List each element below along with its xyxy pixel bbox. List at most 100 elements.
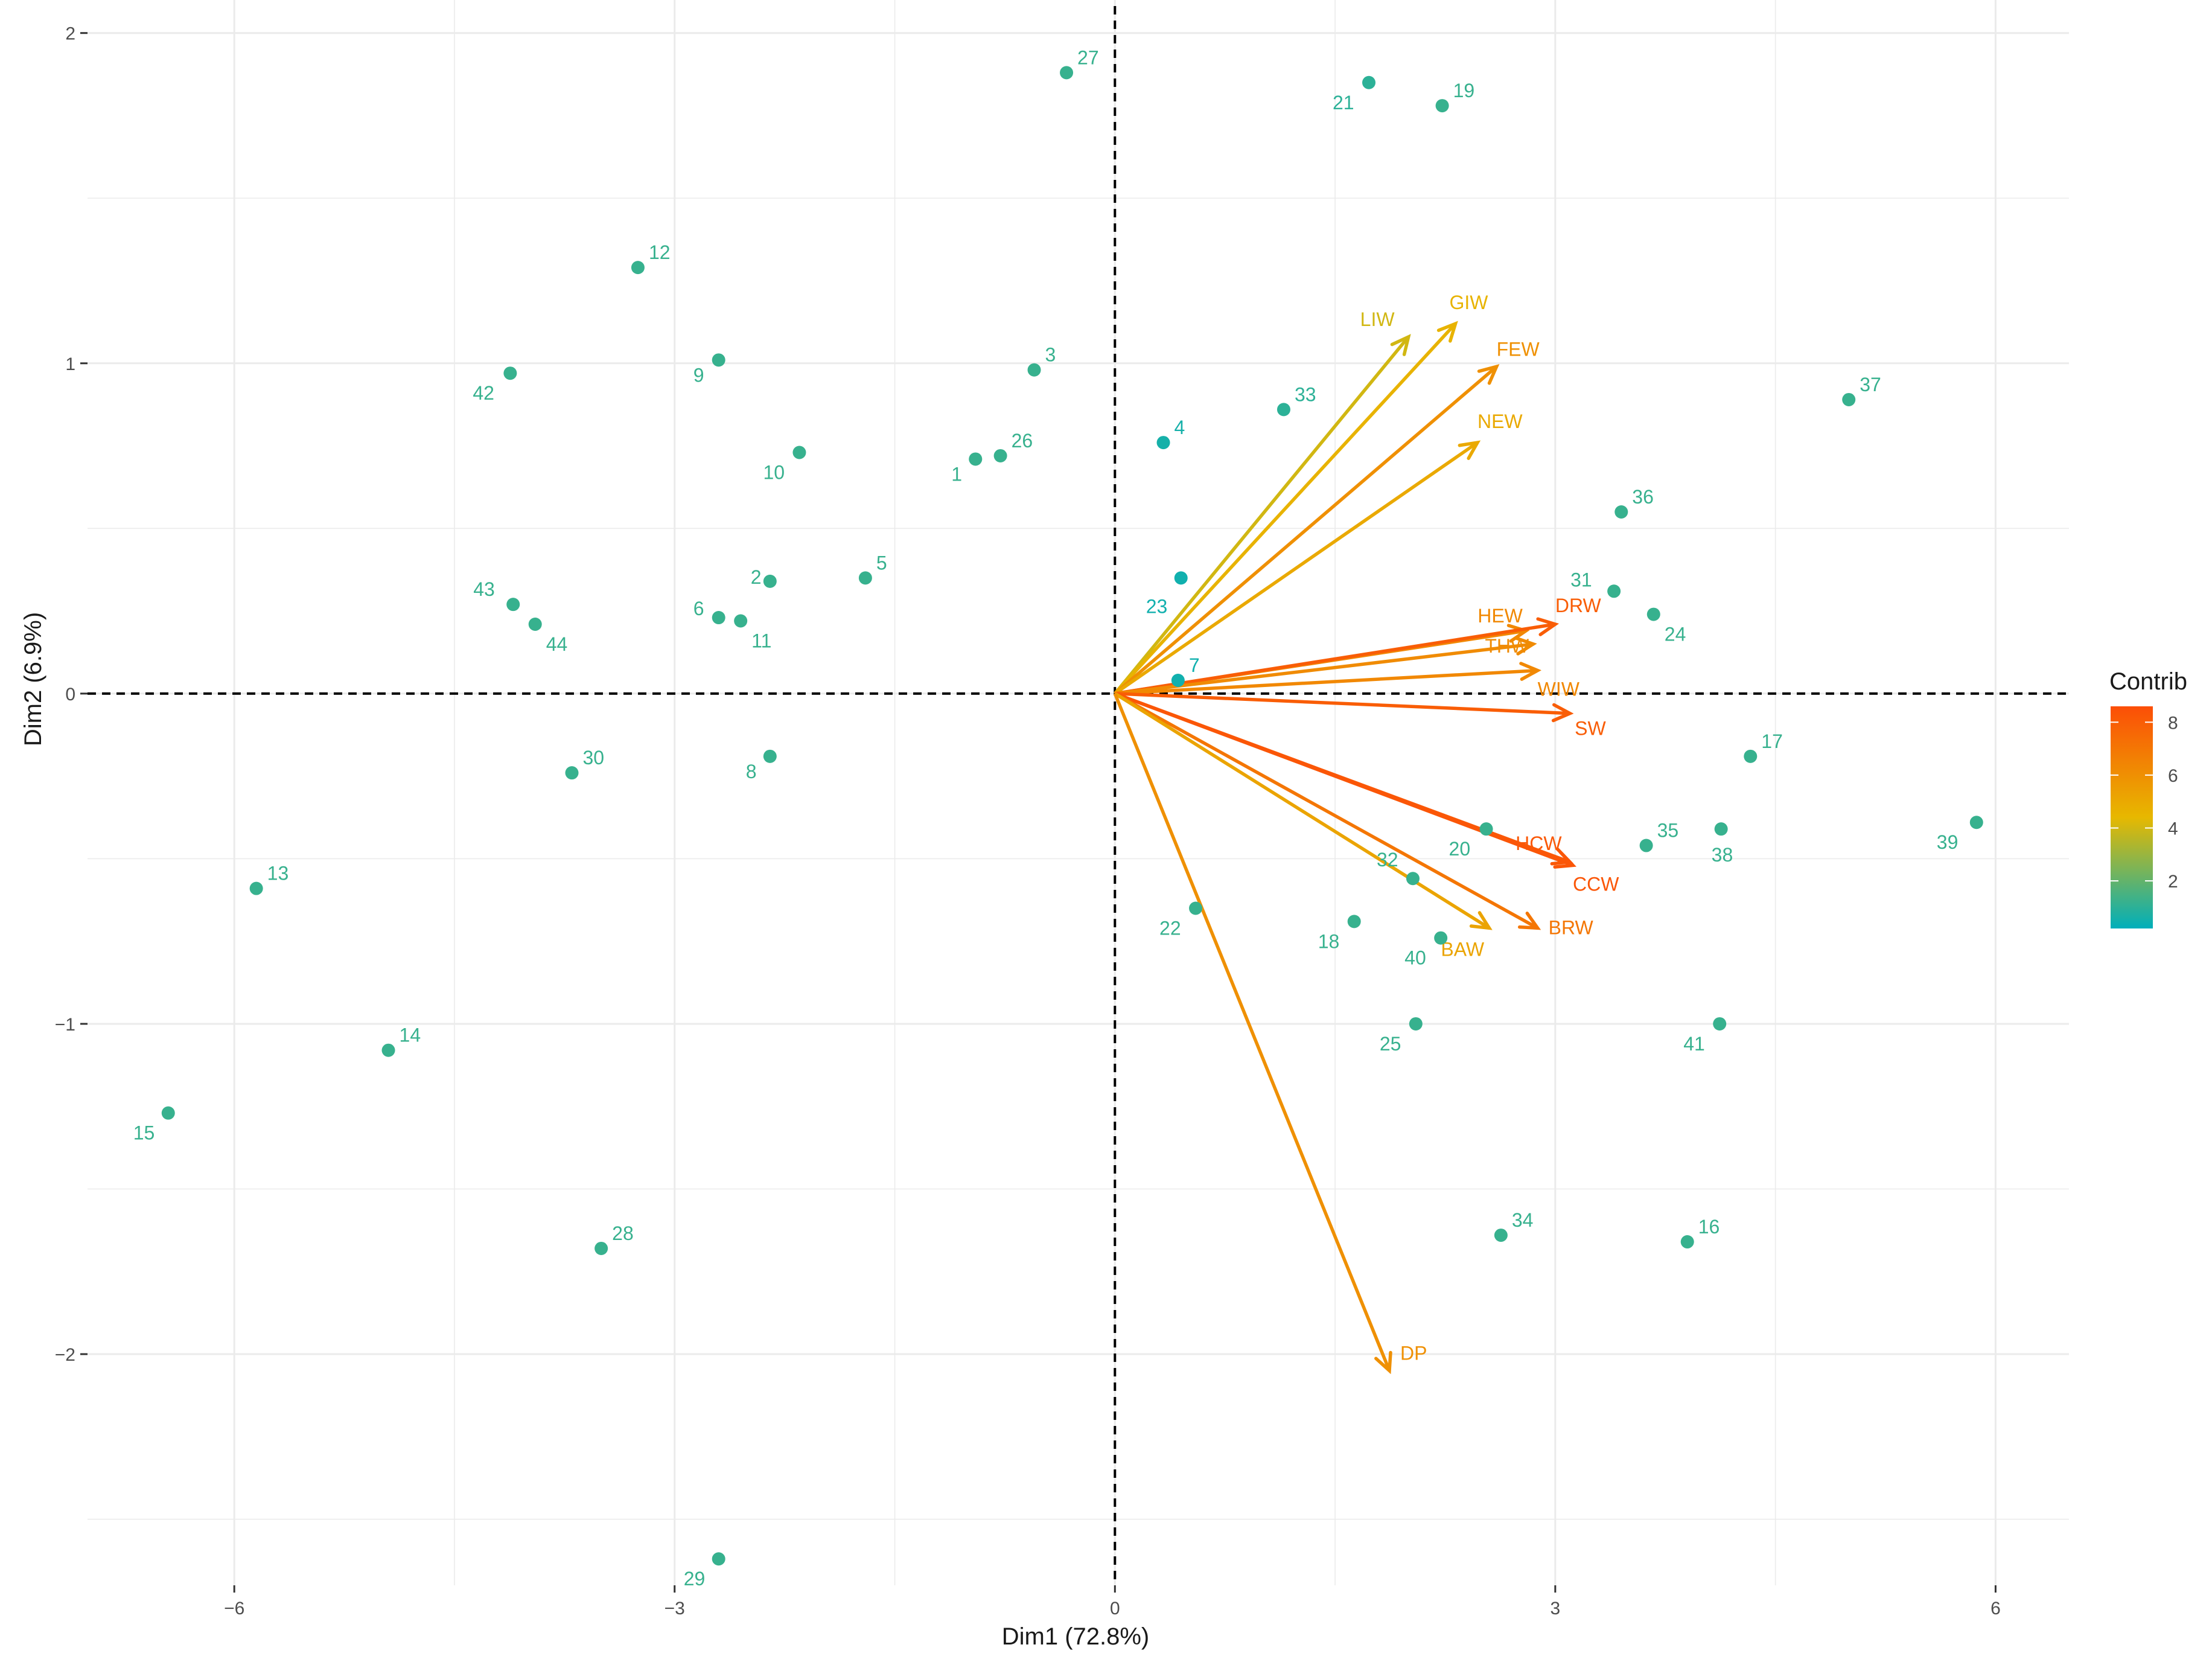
point-label: 14 [400,1024,421,1046]
x-tick-label: 3 [1551,1599,1561,1619]
arrow-shaft [1114,642,1534,695]
y-tick-label: 2 [65,24,75,44]
point-12: 12 [631,241,671,275]
y-tick-label: −2 [55,1345,75,1365]
variable-label: NEW [1477,411,1523,432]
point-43: 43 [473,578,520,612]
arrow-head [1390,334,1411,356]
variable-label: BRW [1549,916,1594,938]
point-label: 28 [612,1222,634,1244]
point-marker [1494,1229,1508,1242]
point-label: 22 [1159,917,1181,939]
point-28: 28 [594,1222,634,1255]
point-label: 12 [649,241,671,263]
point-label: 20 [1449,838,1471,860]
point-marker [631,261,645,275]
point-34: 34 [1494,1209,1534,1242]
arrow-head [1436,321,1458,343]
variable-label: FEW [1497,338,1540,360]
point-label: 35 [1657,820,1679,842]
point-marker [1842,392,1856,406]
point-marker [1409,1017,1423,1031]
point-label: 9 [693,364,704,386]
variable-label: DRW [1555,595,1602,616]
point-marker [858,571,872,585]
point-marker [712,1552,725,1566]
point-25: 25 [1380,1017,1423,1055]
point-marker [1277,403,1290,417]
point-label: 39 [1937,831,1959,853]
variable-arrow-new: NEW [1114,411,1523,695]
variable-arrow-thw: THW [1114,635,1537,695]
point-marker [1347,915,1361,928]
arrow-shaft [1114,322,1457,695]
point-13: 13 [249,863,288,895]
point-42: 42 [473,366,517,404]
arrow-head [1551,703,1574,723]
point-26: 26 [993,430,1033,462]
point-label: 6 [693,598,704,619]
point-label: 18 [1318,930,1340,952]
point-1: 1 [951,452,983,485]
point-label: 33 [1295,383,1316,405]
point-marker [993,449,1007,462]
y-axis-title: Dim2 (6.9%) [20,612,46,746]
point-marker [249,881,263,895]
point-label: 2 [751,566,762,588]
variable-arrow-giw: GIW [1114,292,1488,695]
legend-title: Contrib [2109,668,2187,695]
point-marker [528,617,542,631]
point-24: 24 [1646,607,1686,645]
point-marker [565,766,579,780]
point-marker [1646,607,1660,621]
reference-lines [88,6,2069,1585]
point-label: 38 [1712,844,1733,866]
point-label: 43 [473,578,495,600]
point-label: 5 [876,552,887,574]
point-label: 34 [1512,1209,1534,1231]
point-40: 40 [1404,931,1448,969]
point-22: 22 [1159,901,1203,939]
point-label: 1 [951,463,962,485]
point-marker [1435,99,1449,113]
arrow-head [1477,364,1500,385]
variable-arrow-brw: BRW [1114,692,1594,938]
y-tick-label: 0 [65,685,75,705]
variable-label: THW [1485,635,1529,657]
point-marker [792,446,806,459]
point-marker [1680,1235,1694,1249]
point-label: 21 [1333,92,1354,113]
point-4: 4 [1156,417,1185,450]
point-label: 27 [1077,46,1099,68]
point-9: 9 [693,353,725,386]
legend-tick-label: 2 [2168,872,2178,892]
point-label: 4 [1175,417,1185,438]
point-38: 38 [1712,822,1733,866]
point-label: 8 [746,761,757,782]
variable-arrow-dp: DP [1113,692,1427,1375]
point-37: 37 [1842,374,1881,406]
variable-label: BAW [1441,938,1485,960]
point-marker [734,614,748,628]
point-marker [712,353,725,367]
point-14: 14 [381,1024,421,1057]
arrow-shaft [1114,336,1410,695]
arrow-shaft [1113,692,1391,1372]
point-label: 40 [1404,947,1426,969]
point-label: 23 [1146,595,1168,617]
point-6: 6 [693,598,725,625]
point-marker [1174,571,1188,585]
arrow-head [1536,617,1560,636]
variable-arrow-sw: SW [1115,692,1607,740]
variable-label: HEW [1477,605,1523,627]
x-tick-label: −6 [224,1599,244,1619]
point-label: 30 [583,747,605,769]
arrow-head [1458,440,1481,460]
point-label: 11 [751,630,771,652]
point-label: 37 [1860,374,1881,395]
point-7: 7 [1171,654,1200,687]
variable-label: WIW [1538,679,1580,700]
point-2: 2 [751,566,777,588]
point-label: 42 [473,382,494,404]
point-20: 20 [1449,822,1493,860]
